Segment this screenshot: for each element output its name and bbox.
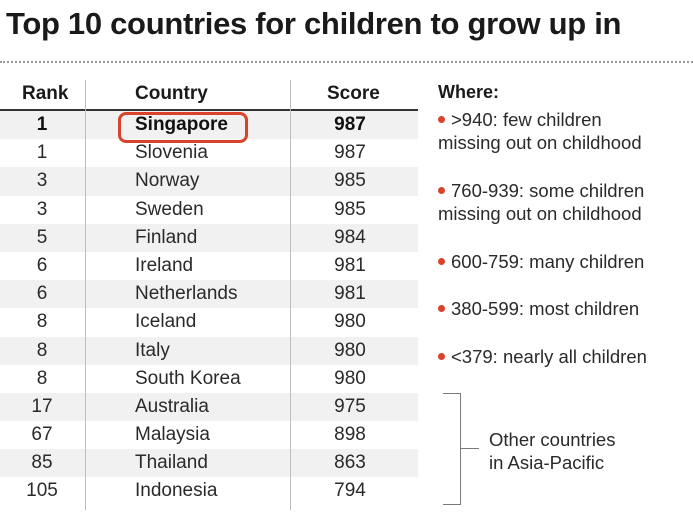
rank-cell: 6	[36, 283, 48, 305]
legend-item-line1: 600-759: many children	[451, 251, 645, 272]
score-cell: 898	[334, 424, 366, 446]
country-cell: Netherlands	[135, 283, 238, 305]
rank-cell: 8	[36, 339, 48, 361]
legend-item-line2: missing out on childhood	[438, 132, 642, 153]
country-cell: Norway	[135, 170, 200, 192]
rank-cell: 105	[26, 480, 58, 502]
table-row: 8 Italy 980	[0, 336, 418, 365]
table-row: 1 Singapore 987	[0, 111, 418, 140]
rank-cell: 8	[36, 367, 48, 389]
rank-cell: 67	[31, 424, 53, 446]
column-divider-2	[290, 80, 291, 510]
score-cell: 981	[334, 283, 366, 305]
ranking-table: Rank Country Score 1 Singapore 987 1 Sloveni…	[0, 78, 418, 506]
country-cell: Malaysia	[135, 424, 210, 446]
score-cell: 980	[334, 367, 366, 389]
score-cell: 981	[334, 254, 366, 276]
table-row: 67 Malaysia 898	[0, 421, 418, 449]
legend-item: >940: few children missing out on childh…	[438, 108, 642, 154]
bullet-icon	[438, 304, 445, 312]
bullet-icon	[438, 352, 445, 360]
score-cell: 980	[334, 311, 366, 333]
other-note-line1: Other countries	[489, 429, 616, 450]
rank-cell: 3	[36, 198, 48, 220]
bullet-icon	[438, 257, 445, 265]
score-cell: 985	[334, 198, 366, 220]
country-cell: Ireland	[135, 254, 194, 276]
bracket-pointer	[461, 448, 479, 449]
country-cell: Thailand	[135, 452, 208, 474]
legend-item-line2: missing out on childhood	[438, 203, 642, 224]
country-cell: Italy	[135, 339, 170, 361]
legend: Where:	[438, 82, 693, 103]
legend-item-line1: 760-939: some children	[451, 180, 645, 201]
singapore-highlight-box	[118, 112, 248, 143]
bracket-icon	[443, 393, 461, 505]
table-body: 1 Singapore 987 1 Slovenia 987 3 Norway 985 3 Swed…	[0, 111, 418, 506]
country-cell: Singapore	[135, 114, 228, 135]
score-cell: 980	[334, 339, 366, 361]
score-cell: 975	[334, 395, 366, 417]
table-row: 105 Indonesia 794	[0, 477, 418, 505]
rank-cell: 1	[36, 114, 48, 135]
country-cell: South Korea	[135, 367, 241, 389]
table-row: 6 Netherlands 981	[0, 280, 418, 309]
chart-title: Top 10 countries for children to grow up…	[6, 6, 622, 41]
other-note-line2: in Asia-Pacific	[489, 452, 605, 473]
column-divider-1	[85, 80, 86, 510]
legend-item-line1: 380-599: most children	[451, 298, 640, 319]
score-cell: 794	[334, 480, 366, 502]
header-country: Country	[135, 83, 208, 104]
rank-cell: 3	[36, 170, 48, 192]
legend-title: Where:	[438, 82, 500, 102]
rank-cell: 85	[31, 452, 53, 474]
header-rank: Rank	[22, 83, 69, 104]
table-row: 3 Norway 985	[0, 167, 418, 196]
table-row: 8 South Korea 980	[0, 365, 418, 393]
table-row: 17 Australia 975	[0, 392, 418, 422]
country-cell: Indonesia	[135, 480, 218, 502]
table-row: 8 Iceland 980	[0, 308, 418, 336]
table-row: 5 Finland 984	[0, 223, 418, 252]
other-countries-note: Other countries in Asia-Pacific	[489, 428, 679, 474]
title-divider	[0, 61, 693, 63]
legend-item-line1: <379: nearly all children	[451, 346, 647, 367]
score-cell: 863	[334, 452, 366, 474]
legend-item: <379: nearly all children	[438, 345, 647, 368]
header-score: Score	[327, 83, 380, 104]
table-row: 6 Ireland 981	[0, 252, 418, 280]
legend-item: 380-599: most children	[438, 297, 639, 320]
score-cell: 987	[334, 142, 366, 164]
country-cell: Australia	[135, 395, 209, 417]
rank-cell: 17	[31, 395, 53, 417]
bullet-icon	[438, 115, 445, 123]
legend-item: 600-759: many children	[438, 250, 644, 273]
rank-cell: 6	[36, 254, 48, 276]
country-cell: Finland	[135, 226, 198, 248]
score-cell: 987	[334, 114, 366, 135]
score-cell: 984	[334, 226, 366, 248]
bullet-icon	[438, 186, 445, 194]
country-cell: Slovenia	[135, 142, 208, 164]
table-row: 1 Slovenia 987	[0, 139, 418, 167]
country-cell: Iceland	[135, 311, 197, 333]
rank-cell: 5	[36, 226, 48, 248]
score-cell: 985	[334, 170, 366, 192]
rank-cell: 1	[36, 142, 48, 164]
rank-cell: 8	[36, 311, 48, 333]
table-row: 3 Sweden 985	[0, 196, 418, 224]
legend-item: 760-939: some children missing out on ch…	[438, 179, 644, 225]
table-row: 85 Thailand 863	[0, 449, 418, 478]
country-cell: Sweden	[135, 198, 204, 220]
legend-item-line1: >940: few children	[451, 109, 602, 130]
table-header: Rank Country Score	[0, 78, 418, 111]
